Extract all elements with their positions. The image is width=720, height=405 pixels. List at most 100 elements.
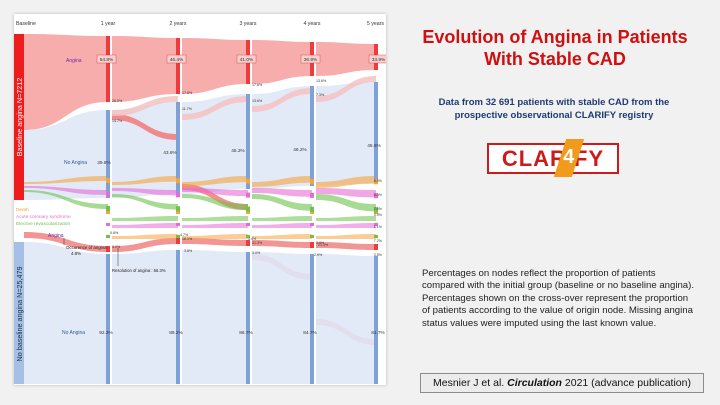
event-flow-band xyxy=(316,234,376,239)
event-node-value: 7.2% xyxy=(374,239,383,243)
angina-node-value: 54.8% xyxy=(100,57,114,63)
no-angina-node-bar xyxy=(106,110,110,198)
angina-crossover-value: 4.7% xyxy=(180,233,189,237)
angina-node-value: 33.9% xyxy=(372,57,386,63)
clarify-logo-mark-text: 4 xyxy=(563,146,575,168)
event-node-bar xyxy=(310,206,314,212)
event-node-bar xyxy=(106,235,110,238)
event-node-bar xyxy=(176,192,180,198)
angina-flow-band xyxy=(112,238,178,252)
no-angina-node-bar xyxy=(176,102,180,194)
angina-node-value-box xyxy=(368,54,386,64)
baseline-angina-group-label: Baseline angina N=7212 xyxy=(15,78,24,157)
event-flow-band xyxy=(316,176,376,188)
event-node-bar xyxy=(246,206,250,212)
no-angina-node-value: 92.3% xyxy=(99,330,113,336)
no-angina-node-value: 45.8% xyxy=(367,143,381,149)
slide-title-line2: With Stable CAD xyxy=(484,49,626,69)
no-angina-to-angina-crossover xyxy=(252,88,312,112)
angina-node-value-box xyxy=(300,54,321,64)
event-node-value: 3.5% xyxy=(374,253,383,257)
no-angina-flow-band xyxy=(316,82,376,186)
column-header: 1 year xyxy=(101,21,116,27)
no-angina-node-value: 46.2% xyxy=(293,147,307,153)
slide-title-line1: Evolution of Angina in Patients xyxy=(422,27,688,47)
no-baseline-angina-bar xyxy=(14,242,24,384)
event-flow-band xyxy=(112,223,178,228)
angina-flow-band xyxy=(182,38,248,94)
no-angina-node-bar xyxy=(374,82,378,184)
event-node-bar xyxy=(246,223,250,226)
angina-crossover-value: 0.8% xyxy=(110,231,119,235)
no-angina-to-angina-crossover xyxy=(112,96,178,116)
angina-flow-band xyxy=(252,40,312,84)
event-node-bar xyxy=(246,192,250,198)
event-node-bar xyxy=(176,206,180,212)
column-header: 4 years xyxy=(303,21,320,27)
angina-node-value-box xyxy=(166,54,187,64)
event-node-bar xyxy=(176,223,180,226)
event-node-value: 7.0% xyxy=(374,207,383,211)
event-node-bar xyxy=(246,178,250,184)
angina-to-no-angina-crossover xyxy=(112,114,178,140)
no-angina-node-label: No Angina xyxy=(64,160,87,166)
event-flow-band xyxy=(252,234,312,239)
event-node-bar xyxy=(374,207,378,213)
event-flow-band xyxy=(252,194,312,211)
no-angina-node-value: 39.8% xyxy=(97,160,111,166)
event-flow-band xyxy=(316,194,376,212)
crossover-value: 13.6% xyxy=(252,99,263,103)
event-flow-band xyxy=(252,216,312,221)
methods-note: Percentages on nodes reflect the proport… xyxy=(422,268,694,329)
no-angina-flow-band xyxy=(252,86,312,189)
citation-rest: 2021 (advance publication) xyxy=(564,377,691,389)
event-node-bar xyxy=(246,235,250,238)
event-node-bar xyxy=(374,211,378,214)
event-flow-band xyxy=(24,186,108,195)
event-flow-band xyxy=(24,176,108,184)
angina-flow-band xyxy=(316,42,376,76)
angina-node-value: 36.9% xyxy=(304,57,318,63)
angina-crossover-value: 3.0% xyxy=(252,251,261,255)
angina-node-value: 46.4% xyxy=(170,57,184,63)
angina-crossover-value: 21.4% xyxy=(318,243,329,247)
crossover-value: 13.6% xyxy=(316,79,327,83)
angina-flow-band xyxy=(112,36,178,102)
angina-flow-band xyxy=(316,242,376,250)
angina-crossover-value: 16.1% xyxy=(182,237,193,241)
angina-node-bar xyxy=(176,38,180,94)
angina-flow-band xyxy=(252,240,312,248)
occurrence-annotation-value: 4.8% xyxy=(71,251,81,256)
event-node-value: 1.1% xyxy=(374,225,383,229)
event-node-bar xyxy=(176,211,180,214)
event-flow-band xyxy=(112,234,178,239)
column-header: 5 years xyxy=(367,21,384,27)
angina-flow-band xyxy=(24,232,108,252)
event-flow-band xyxy=(252,188,312,197)
baseline-angina-bar xyxy=(14,34,24,200)
no-angina-node-value: 84.7% xyxy=(303,330,317,336)
slide-subtitle-line2: prospective observational CLARIFY regist… xyxy=(454,110,654,121)
event-node-bar xyxy=(374,193,378,199)
angina-sankey-diagram: Baseline 1 year 2 years 3 years 4 years 5 yea… xyxy=(14,21,386,384)
event-node-bar xyxy=(176,178,180,184)
no-angina-flow-band xyxy=(182,94,248,194)
no-angina-flow-band xyxy=(252,252,312,384)
no-angina-node-value: 86.7% xyxy=(239,330,253,336)
angina-node-label: Angina xyxy=(66,58,82,64)
no-angina-node-bar xyxy=(374,256,378,384)
angina-crossover-value: 4.4% xyxy=(248,237,257,241)
event-flow-band xyxy=(316,223,376,228)
no-angina-node-value: 81.7% xyxy=(371,330,385,336)
crossover-value: 17.8% xyxy=(182,91,193,95)
event-flow-band xyxy=(112,194,178,210)
slide-subtitle-line1: Data from 32 691 patients with stable CA… xyxy=(438,97,670,108)
no-angina-node-value: 89.2% xyxy=(169,330,183,336)
crossover-value: 11.7% xyxy=(182,107,193,111)
event-node-bar xyxy=(310,235,314,238)
sankey-figure: Baseline 1 year 2 years 3 years 4 years 5 yea… xyxy=(14,14,386,385)
event-node-value: 3.9% xyxy=(374,213,383,217)
event-node-value: 8.0% xyxy=(374,179,383,183)
event-flow-band xyxy=(252,176,312,187)
event-flow-band xyxy=(252,223,312,228)
